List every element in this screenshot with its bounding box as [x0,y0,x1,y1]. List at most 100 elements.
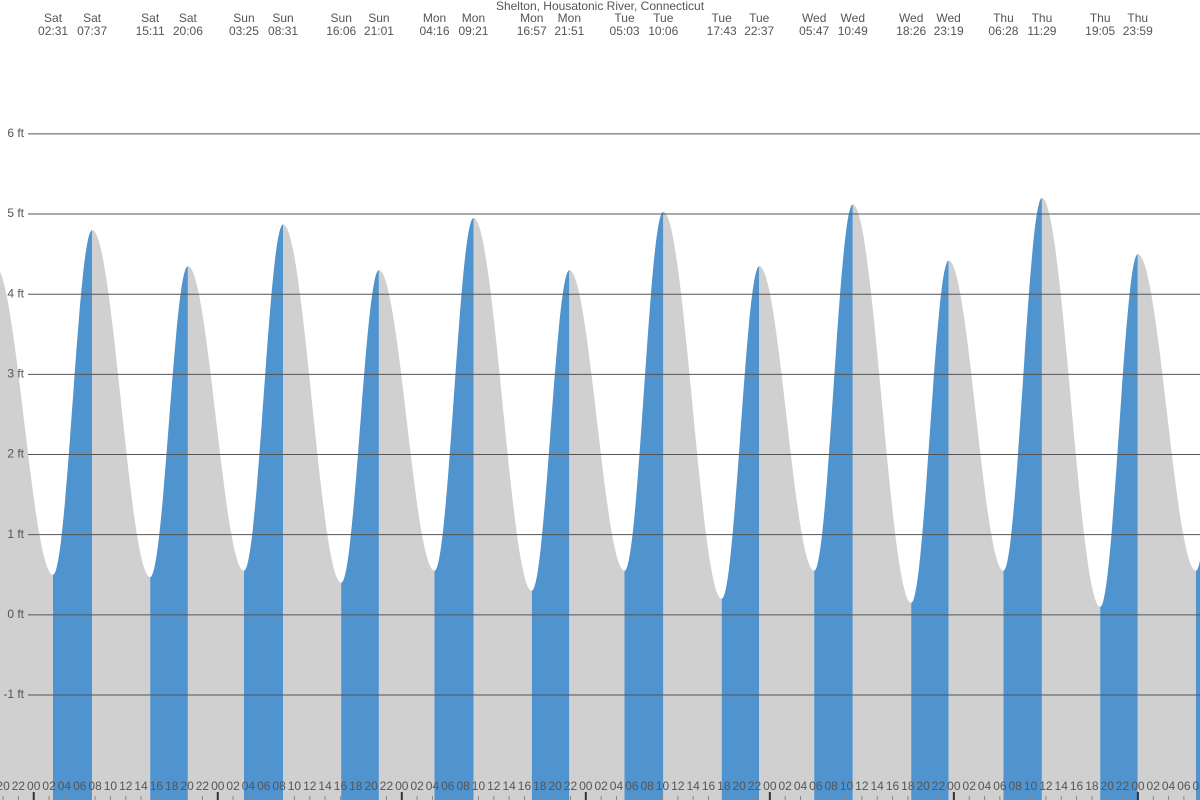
x-tick-label: 16 [702,779,716,793]
x-tick-label: 10 [1024,779,1038,793]
x-tick-label: 02 [594,779,608,793]
x-tick-label: 04 [58,779,72,793]
x-tick-label: 06 [809,779,823,793]
rising-area [814,204,853,800]
y-tick-label: 2 ft [7,447,24,461]
x-tick-label: 20 [548,779,562,793]
x-tick-label: 02 [410,779,424,793]
x-tick-label: 12 [303,779,317,793]
x-tick-label: 08 [272,779,286,793]
x-tick-label: 22 [932,779,946,793]
event-day: Sun [272,11,293,25]
y-tick-label: 1 ft [7,527,24,541]
event-day: Sun [331,11,352,25]
x-tick-label: 08 [456,779,470,793]
x-tick-label: 16 [1070,779,1084,793]
x-tick-label: 10 [472,779,486,793]
axes: -1 ft0 ft1 ft2 ft3 ft4 ft5 ft6 ft2022000… [0,11,1200,800]
x-tick-label: 14 [134,779,148,793]
event-time: 10:49 [838,24,868,38]
event-day: Tue [749,11,770,25]
event-day: Sat [44,11,63,25]
x-tick-label: 14 [502,779,516,793]
x-tick-label: 16 [518,779,532,793]
x-tick-label: 08 [1009,779,1023,793]
event-day: Tue [614,11,635,25]
rising-area [721,266,760,800]
x-tick-label: 02 [42,779,56,793]
rising-area [1196,560,1200,800]
event-day: Mon [462,11,485,25]
x-tick-label: 06 [993,779,1007,793]
falling-area [759,266,815,800]
x-tick-label: 20 [1101,779,1115,793]
event-day: Mon [558,11,581,25]
x-tick-label: 20 [364,779,378,793]
event-day: Tue [653,11,674,25]
event-day: Wed [802,11,826,25]
x-tick-label: 22 [12,779,26,793]
x-tick-label: 02 [963,779,977,793]
x-tick-label: 10 [288,779,302,793]
x-tick-label: 02 [226,779,240,793]
event-time: 17:43 [707,24,737,38]
event-day: Thu [1090,11,1111,25]
event-time: 02:31 [38,24,68,38]
event-day: Wed [899,11,923,25]
x-tick-label: 10 [104,779,118,793]
falling-area [1041,198,1101,800]
event-time: 10:06 [648,24,678,38]
x-tick-label: 14 [318,779,332,793]
x-tick-label: 12 [855,779,869,793]
x-tick-label: 16 [150,779,164,793]
x-tick-label: 14 [1055,779,1069,793]
falling-area [92,230,151,800]
y-tick-label: 5 ft [7,206,24,220]
x-tick-label: 18 [165,779,179,793]
x-tick-label: 18 [533,779,547,793]
event-time: 18:26 [896,24,926,38]
x-tick-label: 12 [671,779,685,793]
event-time: 04:16 [419,24,449,38]
event-time: 08:31 [268,24,298,38]
event-time: 23:59 [1123,24,1153,38]
x-tick-label: 08 [88,779,102,793]
x-tick-label: 22 [196,779,210,793]
event-day: Tue [712,11,733,25]
event-time: 09:21 [458,24,488,38]
falling-area [473,218,532,800]
event-time: 21:51 [554,24,584,38]
y-tick-label: -1 ft [3,687,24,701]
falling-area [0,271,53,800]
x-tick-label: 14 [686,779,700,793]
event-day: Thu [1127,11,1148,25]
event-day: Thu [1032,11,1053,25]
x-tick-label: 16 [334,779,348,793]
event-day: Sat [179,11,198,25]
event-time: 16:57 [517,24,547,38]
event-time: 22:37 [744,24,774,38]
x-tick-label: 18 [901,779,915,793]
event-time: 11:29 [1027,24,1056,38]
event-day: Wed [841,11,865,25]
event-day: Thu [993,11,1014,25]
x-tick-label: 04 [426,779,440,793]
event-day: Sun [233,11,254,25]
x-tick-label: 04 [242,779,256,793]
x-tick-label: 10 [656,779,670,793]
event-time: 05:03 [610,24,640,38]
rising-area [53,230,93,800]
x-tick-label: 20 [0,779,10,793]
x-tick-label: 02 [778,779,792,793]
x-tick-label: 00 [395,779,409,793]
event-day: Mon [423,11,446,25]
falling-area [283,224,342,800]
x-tick-label: 00 [579,779,593,793]
rising-area [1003,198,1042,800]
event-day: Mon [520,11,543,25]
x-tick-label: 18 [717,779,731,793]
x-tick-label: 00 [763,779,777,793]
falling-area [1137,254,1196,800]
x-tick-label: 02 [1147,779,1161,793]
